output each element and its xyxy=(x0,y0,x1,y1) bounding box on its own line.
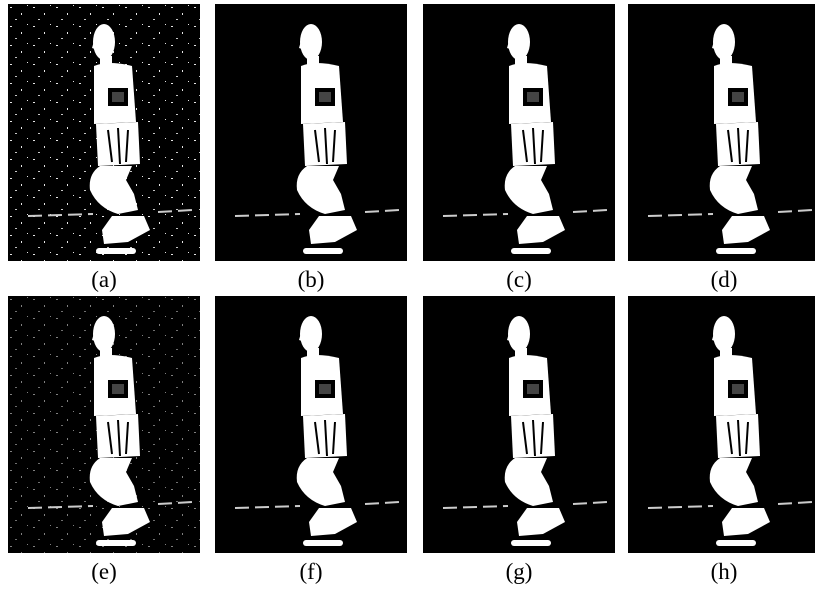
silhouette-image xyxy=(8,296,200,553)
panel-label: (c) xyxy=(423,267,615,293)
panel: (a) xyxy=(8,4,200,293)
panel-label: (b) xyxy=(215,267,407,293)
panel-label: (h) xyxy=(628,559,815,585)
panel: (f) xyxy=(215,296,407,585)
panel: (e) xyxy=(8,296,200,585)
panel-label: (e) xyxy=(8,559,200,585)
silhouette-image xyxy=(423,296,615,553)
silhouette-image xyxy=(215,296,407,553)
panel: (h) xyxy=(628,296,815,585)
panel-label: (g) xyxy=(423,559,615,585)
silhouette-image xyxy=(215,4,407,261)
panel: (b) xyxy=(215,4,407,293)
panel-label: (f) xyxy=(215,559,407,585)
panel: (d) xyxy=(628,4,815,293)
silhouette-image xyxy=(8,4,200,261)
panel-label: (d) xyxy=(628,267,815,293)
silhouette-image xyxy=(628,4,815,261)
silhouette-image xyxy=(423,4,615,261)
figure: (a)(b)(c)(d)(e)(f)(g)(h) (() => { const … xyxy=(0,0,815,594)
panel: (c) xyxy=(423,4,615,293)
panel-label: (a) xyxy=(8,267,200,293)
panel: (g) xyxy=(423,296,615,585)
silhouette-image xyxy=(628,296,815,553)
